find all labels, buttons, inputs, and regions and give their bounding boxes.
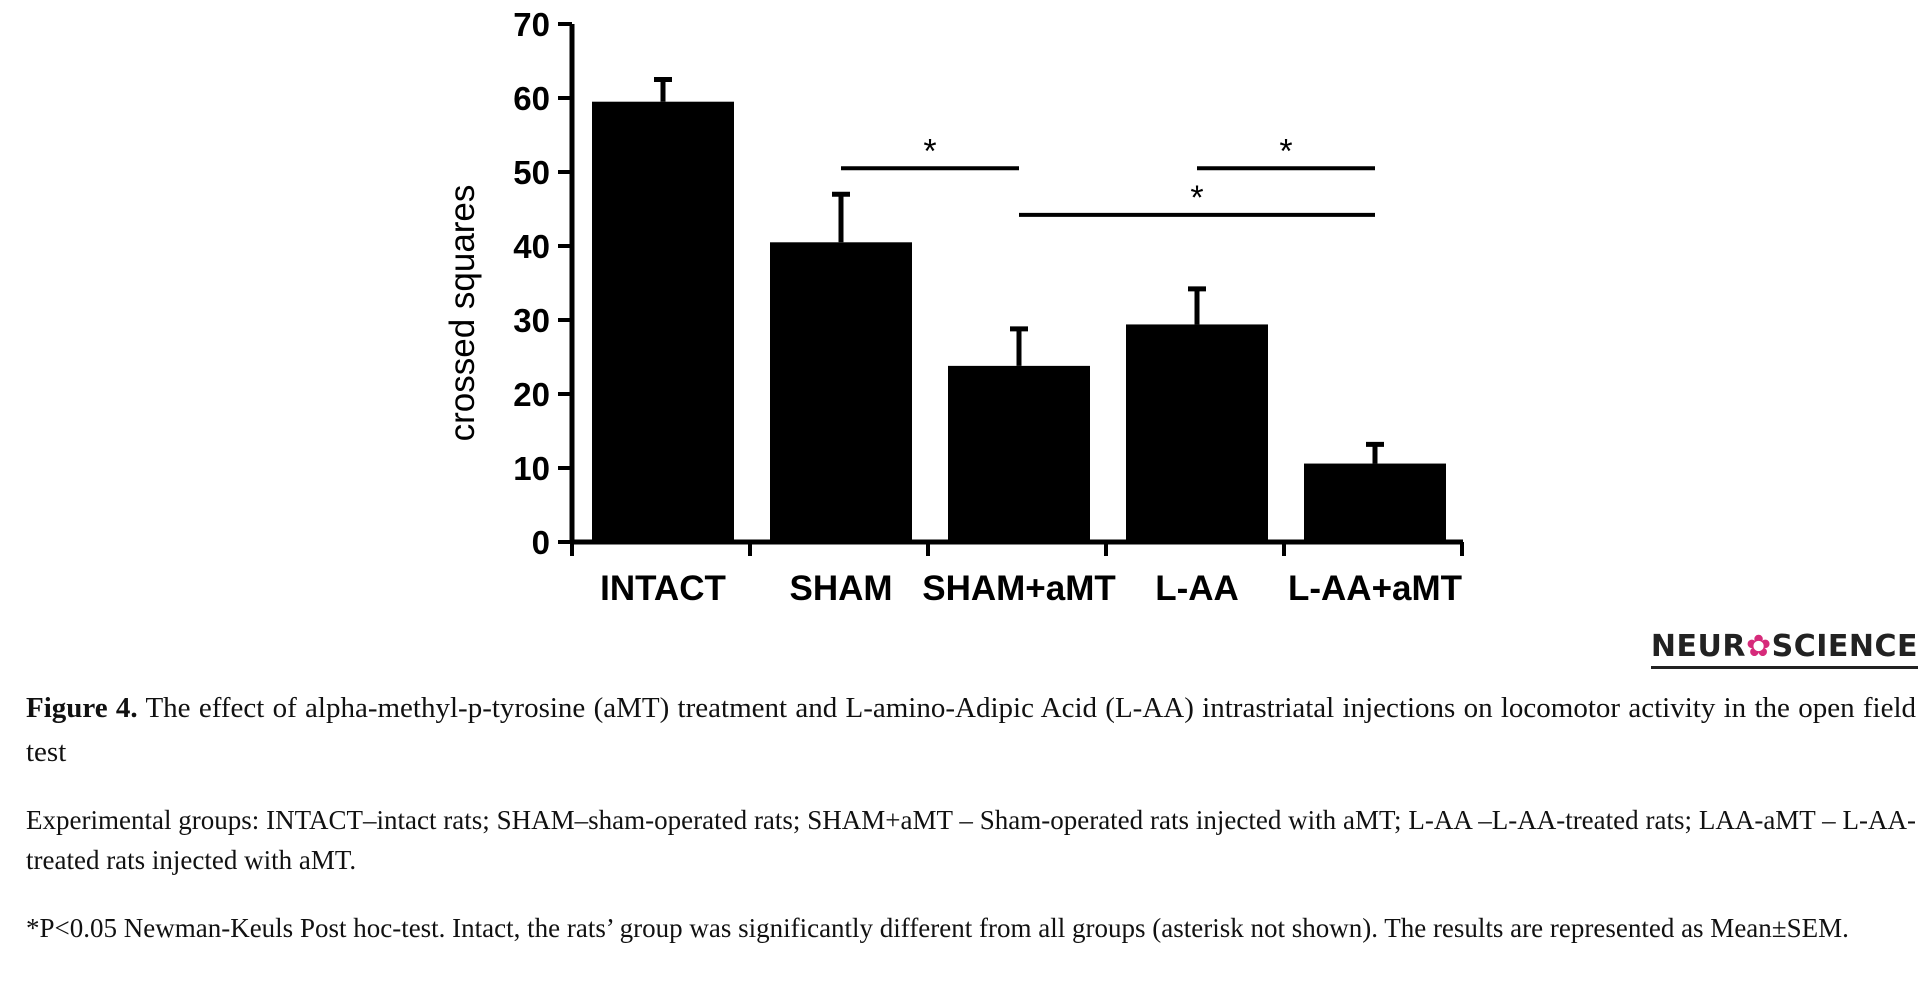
chart-labels: 0 10 20 30 40 50 60 70 INTACT SHAM SHAM+aMT L-AA L-A… [443,6,1462,608]
y-tick-label: 10 [513,450,550,487]
bar-l-aa-amt [1304,463,1446,542]
x-tick-label: L-AA [1155,569,1239,608]
y-axis-label: crossed squares [443,185,482,442]
y-tick-label: 60 [513,80,550,117]
y-tick-label: 50 [513,154,550,191]
bar-intact [592,101,734,542]
bar-chart: * * * 0 10 20 30 40 50 60 70 INTACT SHAM SHAM+aMT L-A… [443,6,1464,608]
chart-bars [592,101,1446,543]
significance-star: * [1190,179,1203,217]
bar-sham [770,242,912,543]
y-tick-label: 30 [513,302,550,339]
logo-suffix: SCIENCE [1771,629,1918,664]
x-tick-label: INTACT [600,569,726,608]
y-tick-label: 40 [513,228,550,265]
figure-title: The effect of alpha-methyl-p-tyrosine (a… [26,692,1917,768]
brain-icon: ✿ [1745,629,1772,664]
caption-stats: *P<0.05 Newman-Keuls Post hoc-test. Inta… [26,913,1849,943]
caption-groups: Experimental groups: INTACT–intact rats;… [26,805,1916,875]
x-tick-label: L-AA+aMT [1288,569,1462,608]
figure-label: Figure 4. [26,692,138,724]
neuroscience-logo: NEUR✿SCIENCE [1650,629,1918,669]
y-tick-label: 20 [513,376,550,413]
chart-error-bars [654,77,1384,464]
bar-sham-amt [948,365,1090,542]
y-tick-label: 0 [532,524,550,561]
x-tick-label: SHAM+aMT [922,569,1116,608]
x-tick-label: SHAM [789,569,892,608]
chart-significance-marks: * * * [841,132,1375,217]
significance-star: * [1279,132,1292,170]
logo-prefix: NEUR [1650,629,1746,664]
y-tick-label: 70 [513,6,550,43]
significance-star: * [923,132,936,170]
bar-l-aa [1126,324,1268,542]
figure-caption: Figure 4. The effect of alpha-methyl-p-t… [26,686,1916,774]
